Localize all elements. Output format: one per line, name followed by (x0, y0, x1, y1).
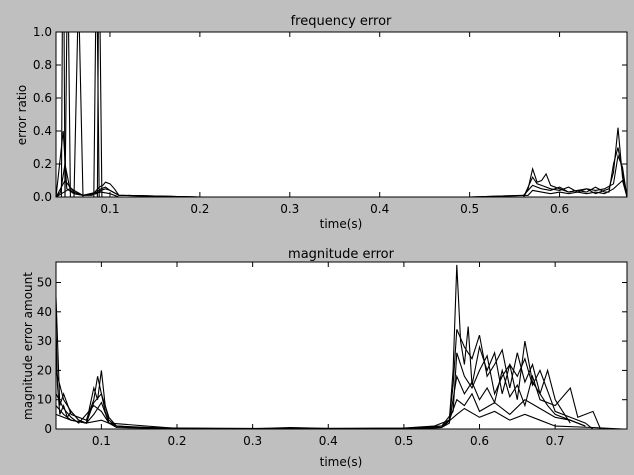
magnitude-y-tick-label: 20 (37, 363, 52, 377)
frequency-error-panel: frequency error 0.1 0.2 0.3 0.4 0.5 0.6 0.00.… (15, 14, 628, 231)
magnitude-plot-frame (55, 261, 628, 430)
frequency-y-axis-label: error ratio (15, 85, 29, 146)
frequency-series-line-4 (56, 179, 627, 197)
magnitude-series-line-4 (56, 368, 602, 429)
frequency-plot-area (56, 32, 627, 197)
frequency-x-tick-label: 0.1 (100, 202, 119, 216)
frequency-y-tick-label: 0.4 (33, 124, 52, 138)
magnitude-series-line-6 (56, 407, 624, 429)
frequency-x-tick-label: 0.3 (280, 202, 299, 216)
frequency-x-tick-label: 0.2 (190, 202, 209, 216)
frequency-y-tick-label: 0.0 (33, 190, 52, 204)
magnitude-y-axis-label: magnitude error amount (21, 272, 35, 420)
magnitude-x-tick-label: 0.7 (546, 434, 565, 448)
magnitude-error-panel: magnitude error 0.1 0.2 0.3 0.4 0.5 0.6 0.7 0 1… (21, 247, 628, 469)
magnitude-x-ticks: 0.1 0.2 0.3 0.4 0.5 0.6 0.7 (92, 262, 565, 448)
frequency-x-tick-label: 0.4 (370, 202, 389, 216)
frequency-series-line-8 (93, 32, 101, 197)
magnitude-chart-title: magnitude error (288, 247, 395, 262)
frequency-chart-title: frequency error (291, 14, 392, 29)
frequency-series-line-6 (64, 32, 74, 197)
magnitude-y-tick-label: 30 (37, 334, 52, 348)
frequency-y-tick-label: 0.2 (33, 157, 52, 171)
frequency-series-lines (56, 32, 627, 197)
magnitude-plot-area (56, 262, 627, 429)
magnitude-x-tick-label: 0.2 (167, 434, 186, 448)
frequency-series-line-7 (73, 32, 88, 197)
magnitude-x-tick-label: 0.4 (319, 434, 338, 448)
frequency-x-ticks: 0.1 0.2 0.3 0.4 0.5 0.6 (100, 32, 569, 216)
frequency-x-tick-label: 0.5 (460, 202, 479, 216)
frequency-y-tick-label: 0.6 (33, 91, 52, 105)
frequency-series-line-5 (60, 32, 74, 197)
magnitude-x-tick-label: 0.3 (243, 434, 262, 448)
frequency-plot-frame (55, 31, 628, 198)
magnitude-x-tick-label: 0.6 (470, 434, 489, 448)
magnitude-x-axis-label: time(s) (320, 455, 363, 469)
magnitude-y-tick-label: 0 (44, 422, 52, 436)
frequency-x-axis-label: time(s) (320, 217, 363, 231)
frequency-y-tick-label: 0.8 (33, 58, 52, 72)
frequency-y-ticks: 0.0 0.2 0.4 0.6 0.8 1.0 (33, 25, 627, 204)
magnitude-series-lines (56, 264, 624, 429)
frequency-y-tick-label: 1.0 (33, 25, 52, 39)
frequency-series-line-1 (56, 147, 627, 197)
magnitude-x-tick-label: 0.1 (92, 434, 111, 448)
magnitude-y-tick-label: 40 (37, 305, 52, 319)
magnitude-y-tick-label: 10 (37, 393, 52, 407)
frequency-series-line-9 (96, 32, 104, 197)
magnitude-x-tick-label: 0.5 (394, 434, 413, 448)
frequency-x-tick-label: 0.6 (550, 202, 569, 216)
magnitude-y-ticks: 0 10 20 30 40 50 (37, 276, 627, 436)
magnitude-y-tick-label: 50 (37, 276, 52, 290)
